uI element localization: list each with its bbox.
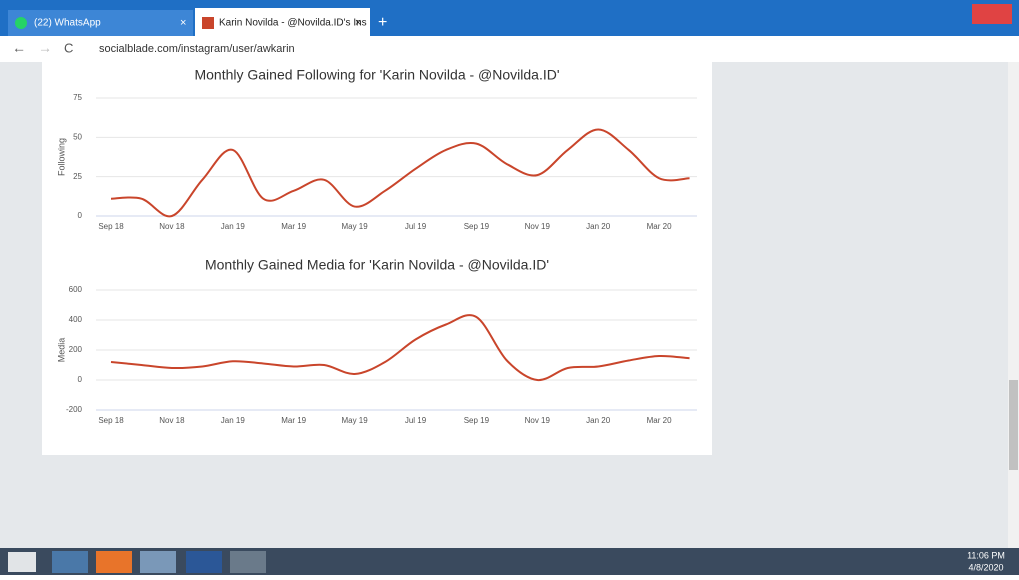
x-tick-label: Nov 18: [159, 222, 185, 231]
page: (22) WhatsApp × Karin Novilda - @Novilda…: [0, 0, 1019, 575]
tab-close[interactable]: ×: [180, 17, 186, 29]
x-tick-label: Jan 19: [221, 416, 246, 425]
start-button[interactable]: [8, 552, 36, 572]
y-tick-label: 200: [69, 345, 83, 354]
tab-icon: [202, 17, 214, 29]
x-tick-label: Sep 19: [464, 416, 490, 425]
tab-title: Karin Novilda - @Novilda.ID's Ins: [219, 18, 367, 29]
tab-title: (22) WhatsApp: [34, 18, 101, 29]
reload[interactable]: C: [64, 40, 73, 55]
x-tick-label: Jan 19: [221, 222, 246, 231]
y-tick-label: 400: [69, 315, 83, 324]
x-tick-label: Jul 19: [405, 416, 427, 425]
x-tick-label: Sep 18: [98, 222, 124, 231]
taskbar-app[interactable]: [52, 551, 88, 573]
taskbar-app[interactable]: [186, 551, 222, 573]
x-tick-label: Sep 18: [98, 416, 124, 425]
y-axis-label: Following: [56, 138, 66, 176]
clock-date: 4/8/2020: [968, 562, 1003, 572]
x-tick-label: Mar 20: [647, 222, 672, 231]
screen: (22) WhatsApp × Karin Novilda - @Novilda…: [0, 0, 1019, 575]
x-tick-label: Mar 19: [281, 416, 306, 425]
x-tick-label: Nov 19: [525, 416, 551, 425]
y-tick-label: 75: [73, 93, 82, 102]
x-tick-label: Mar 20: [647, 416, 672, 425]
chart-title: Monthly Gained Media for 'Karin Novilda …: [205, 257, 549, 273]
y-tick-label: 50: [73, 132, 82, 141]
x-tick-label: Nov 18: [159, 416, 185, 425]
x-tick-label: May 19: [341, 416, 368, 425]
y-tick-label: -200: [66, 405, 83, 414]
taskbar-app[interactable]: [140, 551, 176, 573]
tab-close[interactable]: ×: [355, 17, 361, 29]
y-axis-label: Media: [56, 338, 66, 363]
y-tick-label: 25: [73, 172, 82, 181]
new-tab[interactable]: +: [378, 14, 387, 31]
close-window[interactable]: [972, 4, 1012, 24]
x-tick-label: Sep 19: [464, 222, 490, 231]
x-tick-label: Jan 20: [586, 222, 611, 231]
chart-title: Monthly Gained Following for 'Karin Novi…: [194, 67, 559, 83]
y-tick-label: 0: [78, 211, 83, 220]
url[interactable]: socialblade.com/instagram/user/awkarin: [99, 43, 295, 55]
clock-time: 11:06 PM: [967, 550, 1005, 560]
y-tick-label: 0: [78, 375, 83, 384]
forward[interactable]: →: [38, 40, 52, 56]
x-tick-label: Jan 20: [586, 416, 611, 425]
y-tick-label: 600: [69, 285, 83, 294]
taskbar-app[interactable]: [96, 551, 132, 573]
back[interactable]: ←: [12, 40, 26, 56]
x-tick-label: Jul 19: [405, 222, 427, 231]
x-tick-label: Mar 19: [281, 222, 306, 231]
x-tick-label: May 19: [341, 222, 368, 231]
taskbar-app[interactable]: [230, 551, 266, 573]
tab-icon: [15, 17, 27, 29]
scrollbar[interactable]: [1008, 62, 1019, 548]
scroll-thumb[interactable]: [1009, 380, 1018, 470]
x-tick-label: Nov 19: [525, 222, 551, 231]
